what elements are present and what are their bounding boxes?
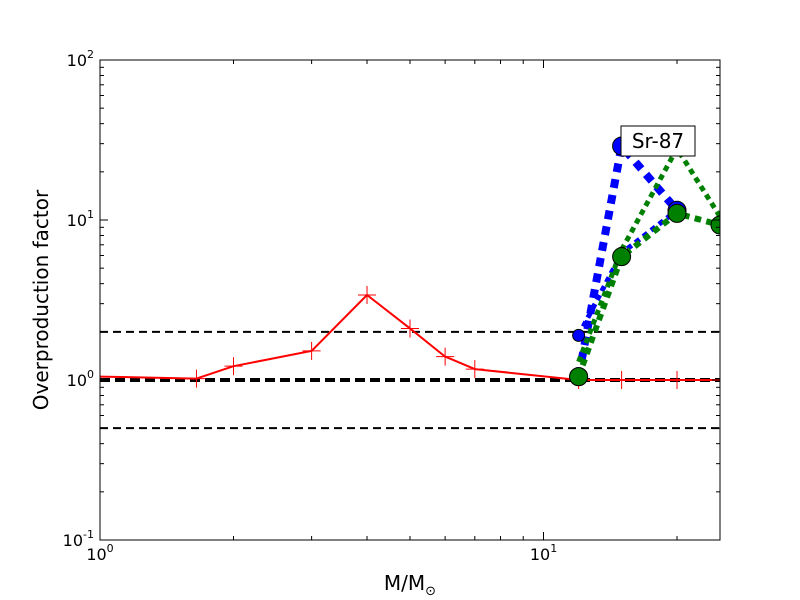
- x-tick-label-exponent: 0: [107, 542, 114, 555]
- y-tick-label-exponent: 0: [87, 368, 94, 381]
- series-1-line: [574, 142, 681, 378]
- axis-ticks: [99, 59, 720, 541]
- x-tick-label-base: 10: [86, 545, 106, 564]
- series-0-line: [100, 294, 720, 381]
- x-axis-label-base: M/M: [384, 571, 425, 595]
- x-tick-label-exponent: 1: [550, 542, 557, 555]
- annotation-box: Sr-87: [620, 125, 696, 157]
- series-3-point-2: [667, 203, 687, 223]
- series-0-point-10: [668, 371, 687, 389]
- annotation-label: Sr-87: [632, 129, 684, 153]
- series-0-point-7: [465, 360, 484, 379]
- y-tick-label-base: 10: [63, 531, 83, 550]
- series-0-point-1: [187, 369, 206, 388]
- y-axis-label: Overproduction factor: [29, 189, 53, 410]
- series-3-point-1: [612, 247, 632, 267]
- series-3-line: [575, 210, 720, 378]
- x-axis-label-subscript: ⊙: [425, 584, 436, 599]
- y-tick-label-1: 100: [67, 368, 94, 390]
- y-tick-label-0: 10-1: [63, 528, 94, 550]
- y-tick-label-exponent: -1: [83, 528, 94, 541]
- x-tick-label-1: 101: [530, 542, 557, 564]
- series-0-point-3: [302, 341, 321, 360]
- x-axis-label: M/M⊙: [384, 571, 436, 599]
- series-3-point-0: [569, 367, 589, 387]
- y-tick-label-base: 10: [67, 51, 87, 70]
- x-tick-label-0: 100: [86, 542, 113, 564]
- series-0-point-4: [358, 285, 377, 304]
- y-tick-label-2: 101: [67, 208, 94, 230]
- x-tick-label-base: 10: [530, 545, 550, 564]
- series-3-point-3: [710, 215, 720, 235]
- y-tick-label-exponent: 1: [87, 208, 94, 221]
- y-tick-label-exponent: 2: [87, 48, 94, 61]
- series-0-point-0: [100, 367, 109, 386]
- series-0-point-2: [224, 357, 243, 376]
- annotation-frame: [620, 125, 696, 157]
- series-0-point-6: [436, 347, 455, 366]
- series-0-point-5: [401, 319, 419, 338]
- y-tick-label-base: 10: [67, 211, 87, 230]
- y-tick-label-3: 102: [67, 48, 94, 70]
- series-layer: [100, 136, 720, 389]
- series-0-point-9: [612, 371, 631, 389]
- series-2-point-0: [572, 328, 586, 342]
- y-tick-label-base: 10: [67, 371, 87, 390]
